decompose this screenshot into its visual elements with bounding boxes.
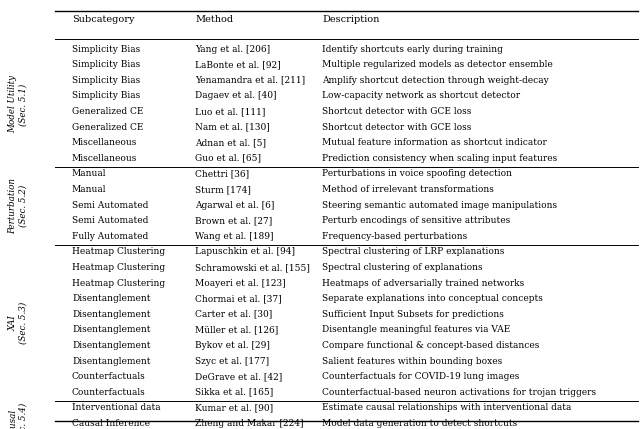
Text: Simplicity Bias: Simplicity Bias [72,45,140,54]
Text: Mutual feature information as shortcut indicator: Mutual feature information as shortcut i… [322,138,547,147]
Text: Simplicity Bias: Simplicity Bias [72,76,140,85]
Text: Identify shortcuts early during training: Identify shortcuts early during training [322,45,503,54]
Text: Heatmap Clustering: Heatmap Clustering [72,278,165,287]
Text: Shortcut detector with GCE loss: Shortcut detector with GCE loss [322,107,472,116]
Text: Heatmaps of adversarially trained networks: Heatmaps of adversarially trained networ… [322,278,524,287]
Text: Yang et al. [206]: Yang et al. [206] [195,45,270,54]
Text: Counterfactuals: Counterfactuals [72,388,146,397]
Text: Low-capacity network as shortcut detector: Low-capacity network as shortcut detecto… [322,91,520,100]
Text: Multiple regularized models as detector ensemble: Multiple regularized models as detector … [322,60,553,69]
Text: Kumar et al. [90]: Kumar et al. [90] [195,403,273,412]
Text: Generalized CE: Generalized CE [72,107,143,116]
Text: DeGrave et al. [42]: DeGrave et al. [42] [195,372,282,381]
Text: Manual: Manual [72,185,106,194]
Text: Description: Description [322,15,380,24]
Text: Method of irrelevant transformations: Method of irrelevant transformations [322,185,494,194]
Text: Disentanglement: Disentanglement [72,341,150,350]
Text: Simplicity Bias: Simplicity Bias [72,60,140,69]
Text: Steering semantic automated image manipulations: Steering semantic automated image manipu… [322,200,557,209]
Text: Semi Automated: Semi Automated [72,200,148,209]
Text: Chormai et al. [37]: Chormai et al. [37] [195,294,282,303]
Text: Counterfactuals for COVID-19 lung images: Counterfactuals for COVID-19 lung images [322,372,520,381]
Text: Moayeri et al. [123]: Moayeri et al. [123] [195,278,285,287]
Text: Salient features within bounding boxes: Salient features within bounding boxes [322,356,502,366]
Text: Guo et al. [65]: Guo et al. [65] [195,154,261,163]
Text: Causal Inference: Causal Inference [72,419,150,428]
Text: Frequency-based perturbations: Frequency-based perturbations [322,232,467,241]
Text: Müller et al. [126]: Müller et al. [126] [195,325,278,334]
Text: Estimate causal relationships with interventional data: Estimate causal relationships with inter… [322,403,572,412]
Text: Nam et al. [130]: Nam et al. [130] [195,123,269,132]
Text: Disentanglement: Disentanglement [72,294,150,303]
Text: Agarwal et al. [6]: Agarwal et al. [6] [195,200,275,209]
Text: Perturbation
(Sec. 5.2): Perturbation (Sec. 5.2) [8,178,28,234]
Text: Brown et al. [27]: Brown et al. [27] [195,216,272,225]
Text: Causal
(Sec. 5.4): Causal (Sec. 5.4) [8,403,28,429]
Text: Spectral clustering of LRP explanations: Spectral clustering of LRP explanations [322,248,504,256]
Text: LaBonte et al. [92]: LaBonte et al. [92] [195,60,280,69]
Text: Wang et al. [189]: Wang et al. [189] [195,232,273,241]
Text: Perturbations in voice spoofing detection: Perturbations in voice spoofing detectio… [322,169,512,178]
Text: Generalized CE: Generalized CE [72,123,143,132]
Text: Compare functional & concept-based distances: Compare functional & concept-based dista… [322,341,540,350]
Text: Zheng and Makar [224]: Zheng and Makar [224] [195,419,303,428]
Text: Miscellaneous: Miscellaneous [72,154,138,163]
Text: Subcategory: Subcategory [72,15,134,24]
Text: Prediction consistency when scaling input features: Prediction consistency when scaling inpu… [322,154,557,163]
Text: Carter et al. [30]: Carter et al. [30] [195,310,272,319]
Text: Model data generation to detect shortcuts: Model data generation to detect shortcut… [322,419,517,428]
Text: Counterfactuals: Counterfactuals [72,372,146,381]
Text: Yenamandra et al. [211]: Yenamandra et al. [211] [195,76,305,85]
Text: Shortcut detector with GCE loss: Shortcut detector with GCE loss [322,123,472,132]
Text: XAI
(Sec. 5.3): XAI (Sec. 5.3) [8,302,28,344]
Text: Amplify shortcut detection through weight-decay: Amplify shortcut detection through weigh… [322,76,548,85]
Text: Model Utility
(Sec. 5.1): Model Utility (Sec. 5.1) [8,76,28,133]
Text: Simplicity Bias: Simplicity Bias [72,91,140,100]
Text: Disentanglement: Disentanglement [72,356,150,366]
Text: Szyc et al. [177]: Szyc et al. [177] [195,356,269,366]
Text: Method: Method [195,15,233,24]
Text: Disentanglement: Disentanglement [72,325,150,334]
Text: Disentangle meaningful features via VAE: Disentangle meaningful features via VAE [322,325,510,334]
Text: Heatmap Clustering: Heatmap Clustering [72,248,165,256]
Text: Counterfactual-based neuron activations for trojan triggers: Counterfactual-based neuron activations … [322,388,596,397]
Text: Sturm [174]: Sturm [174] [195,185,251,194]
Text: Heatmap Clustering: Heatmap Clustering [72,263,165,272]
Text: Sufficient Input Subsets for predictions: Sufficient Input Subsets for predictions [322,310,504,319]
Text: Schramowski et al. [155]: Schramowski et al. [155] [195,263,310,272]
Text: Bykov et al. [29]: Bykov et al. [29] [195,341,270,350]
Text: Miscellaneous: Miscellaneous [72,138,138,147]
Text: Fully Automated: Fully Automated [72,232,148,241]
Text: Adnan et al. [5]: Adnan et al. [5] [195,138,266,147]
Text: Luo et al. [111]: Luo et al. [111] [195,107,266,116]
Text: Disentanglement: Disentanglement [72,310,150,319]
Text: Perturb encodings of sensitive attributes: Perturb encodings of sensitive attribute… [322,216,510,225]
Text: Chettri [36]: Chettri [36] [195,169,249,178]
Text: Separate explanations into conceptual concepts: Separate explanations into conceptual co… [322,294,543,303]
Text: Manual: Manual [72,169,106,178]
Text: Sikka et al. [165]: Sikka et al. [165] [195,388,273,397]
Text: Semi Automated: Semi Automated [72,216,148,225]
Text: Lapuschkin et al. [94]: Lapuschkin et al. [94] [195,248,295,256]
Text: Interventional data: Interventional data [72,403,161,412]
Text: Dagaev et al. [40]: Dagaev et al. [40] [195,91,276,100]
Text: Spectral clustering of explanations: Spectral clustering of explanations [322,263,483,272]
